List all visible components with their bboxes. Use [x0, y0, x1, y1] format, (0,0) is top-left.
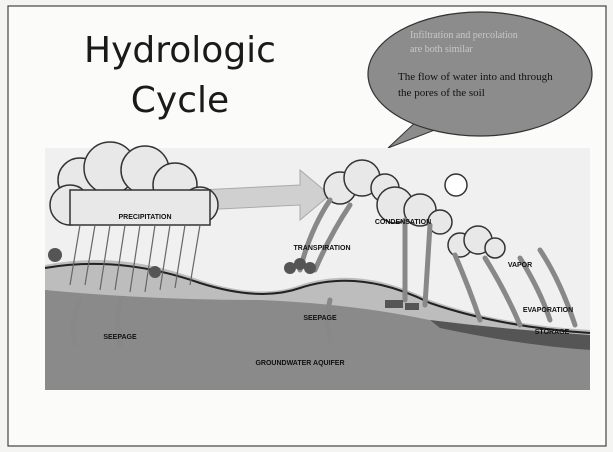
- title-line: Cycle: [131, 80, 229, 121]
- diagram-label: SEEPAGE: [303, 315, 337, 322]
- bubble-note: Infiltration and percolation: [410, 30, 518, 41]
- diagram-label: EVAPORATION: [523, 307, 573, 314]
- diagram-label: TRANSPIRATION: [293, 245, 350, 252]
- bubble-note: are both similar: [410, 44, 473, 55]
- title-line: Hydrologic: [84, 30, 276, 71]
- bubble-text: the pores of the soil: [398, 87, 485, 99]
- diagram-label: STORAGE: [535, 329, 570, 336]
- bubble-text: The flow of water into and through: [398, 71, 553, 83]
- diagram-label: CONDENSATION: [375, 219, 431, 226]
- diagram-label: VAPOR: [508, 262, 532, 269]
- diagram-label: PRECIPITATION: [118, 214, 171, 221]
- diagram-label: GROUNDWATER AQUIFER: [255, 360, 344, 367]
- diagram: PRECIPITATION TRANSPIRATION CONDENSATION…: [45, 142, 590, 390]
- slide: Hydrologic Cycle Infiltration and percol…: [0, 0, 613, 452]
- diagram-label: SEEPAGE: [103, 334, 137, 341]
